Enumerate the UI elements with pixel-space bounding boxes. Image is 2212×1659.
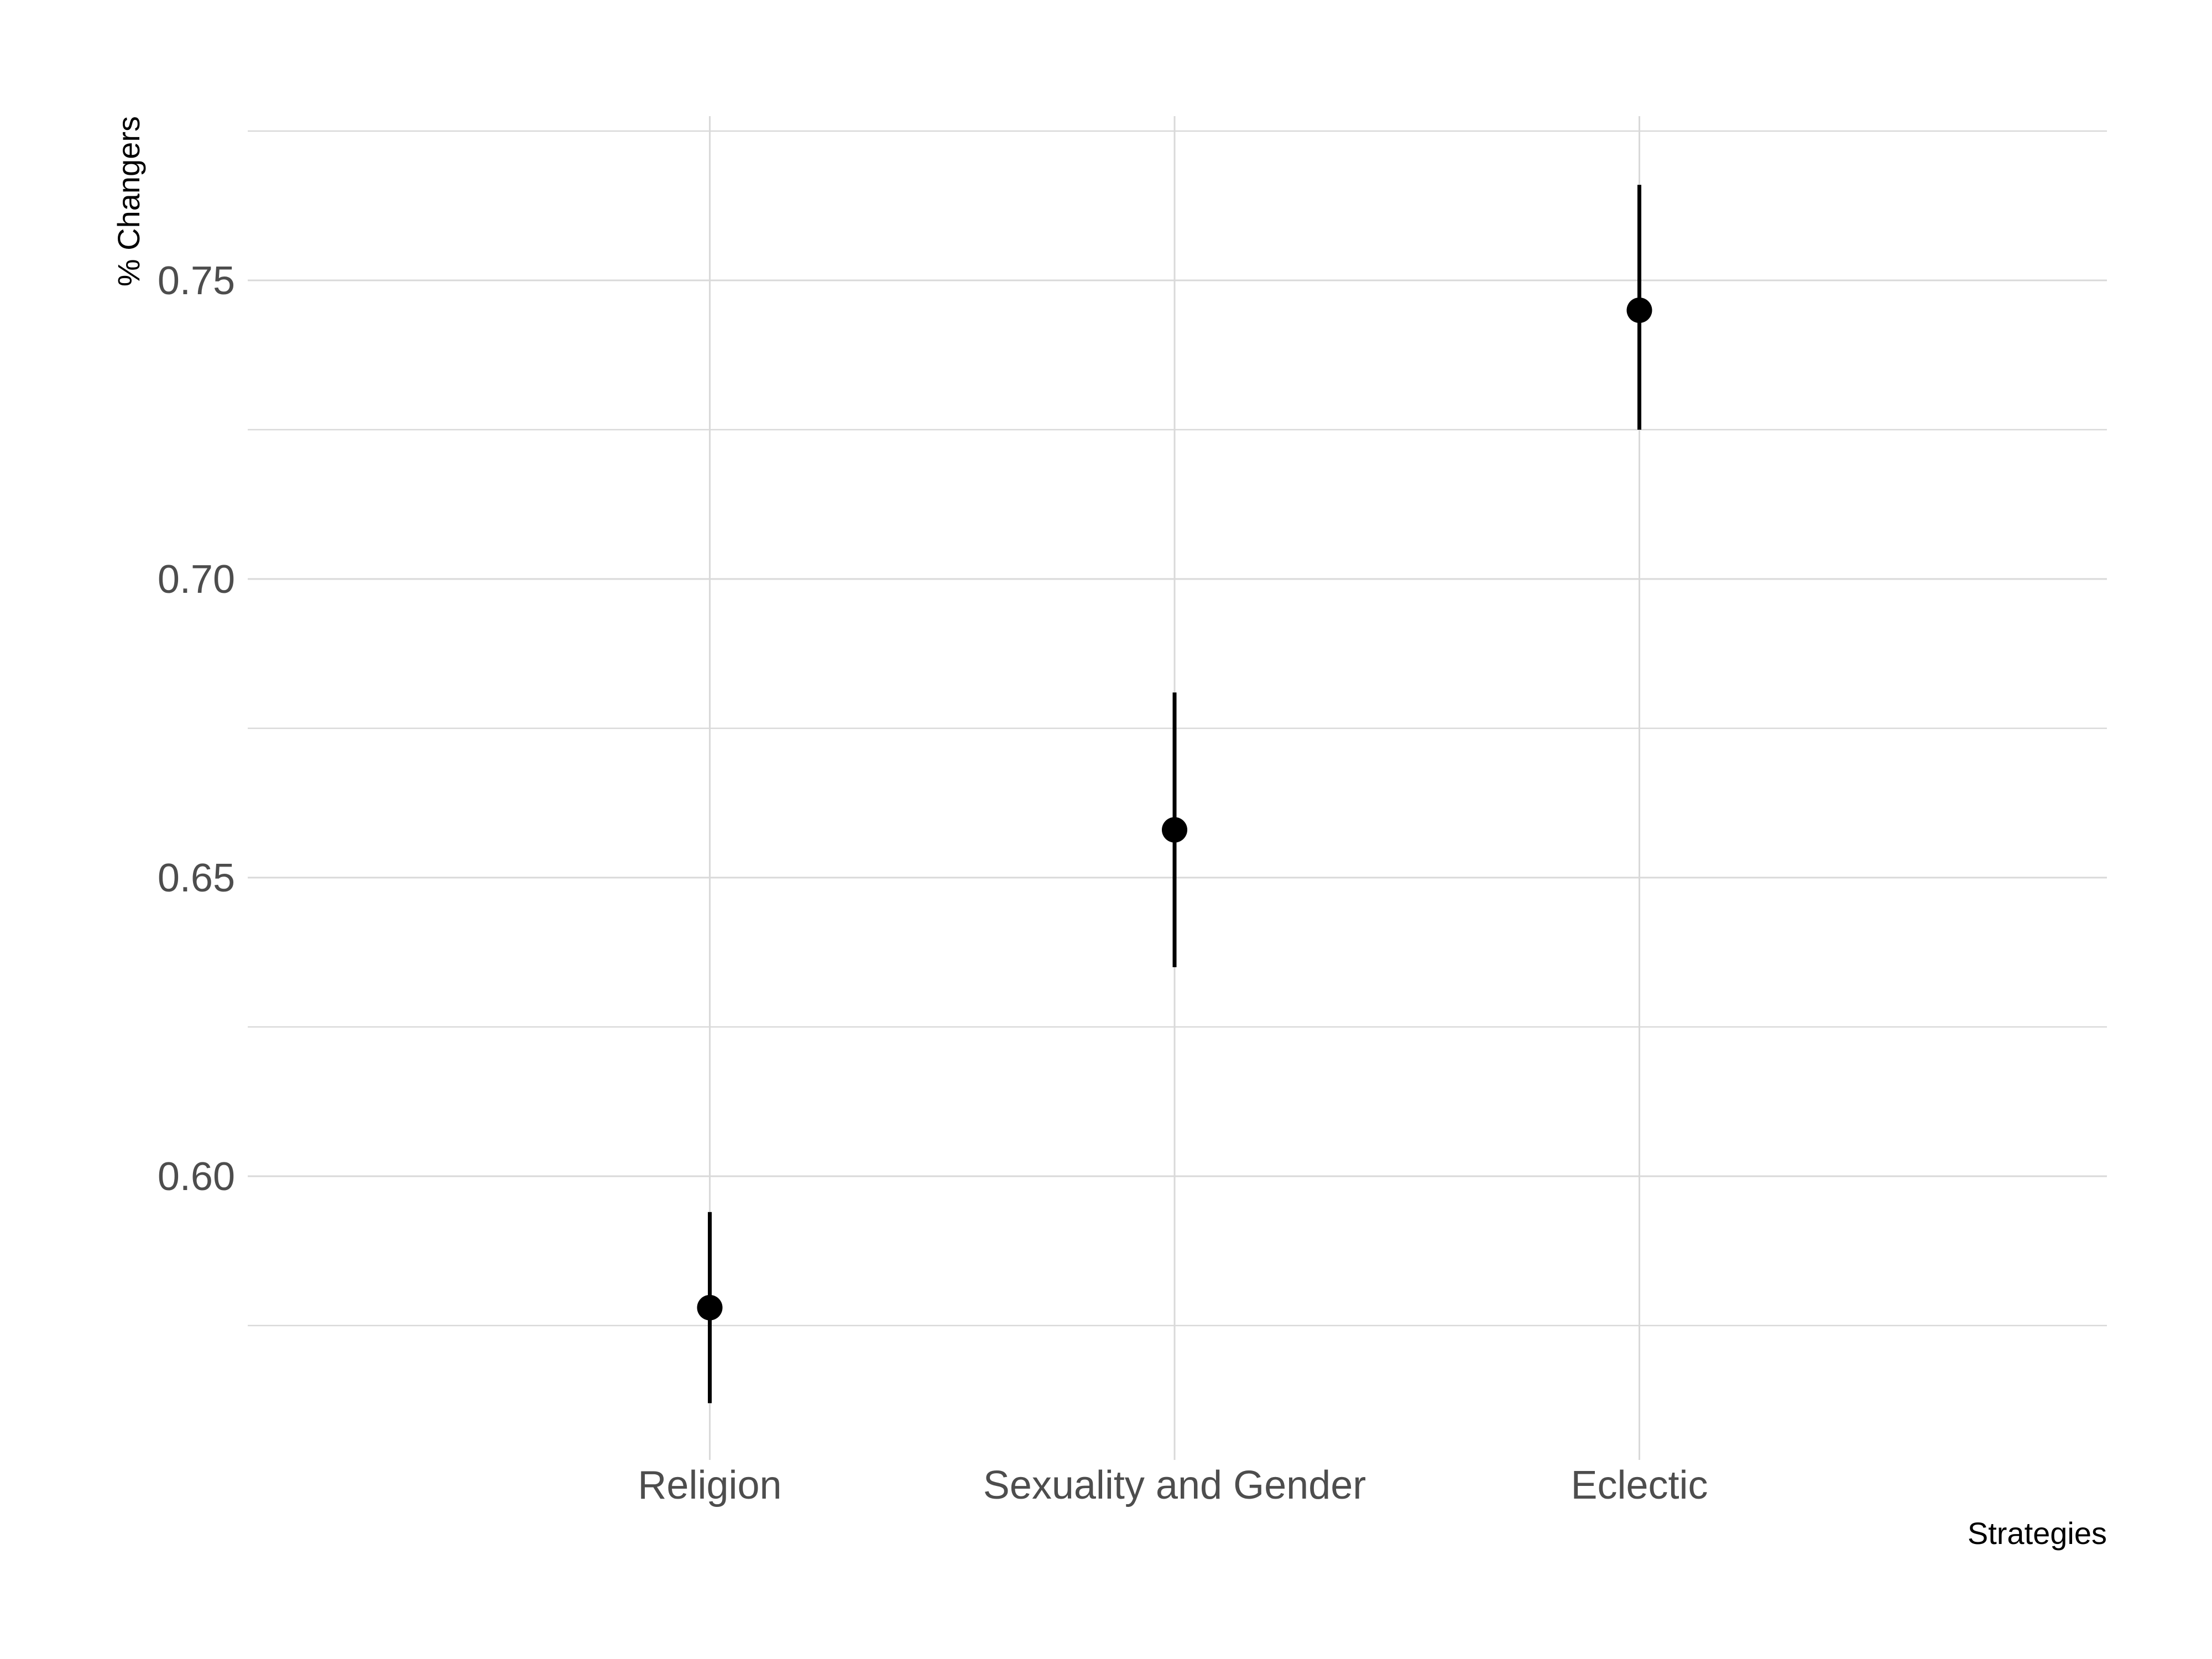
y-tick-label: 0.65 <box>158 856 235 900</box>
y-tick-label: 0.60 <box>158 1155 235 1199</box>
y-axis-title: % Changers <box>111 116 146 286</box>
grid-layer <box>248 116 2107 1460</box>
y-tick-label: 0.75 <box>158 259 235 303</box>
x-axis-title: Strategies <box>1968 1516 2107 1551</box>
label-layer: 0.60 0.65 0.70 0.75 Religion Sexuality and Ge… <box>158 259 1708 1507</box>
x-tick-label: Eclectic <box>1571 1463 1708 1507</box>
data-point <box>697 1295 723 1321</box>
x-tick-label: Sexuality and Gender <box>983 1463 1366 1507</box>
y-tick-label: 0.70 <box>158 557 235 602</box>
data-point <box>1162 817 1187 843</box>
data-point <box>1626 298 1652 323</box>
x-tick-label: Religion <box>638 1463 781 1507</box>
mark-layer <box>697 185 1652 1404</box>
